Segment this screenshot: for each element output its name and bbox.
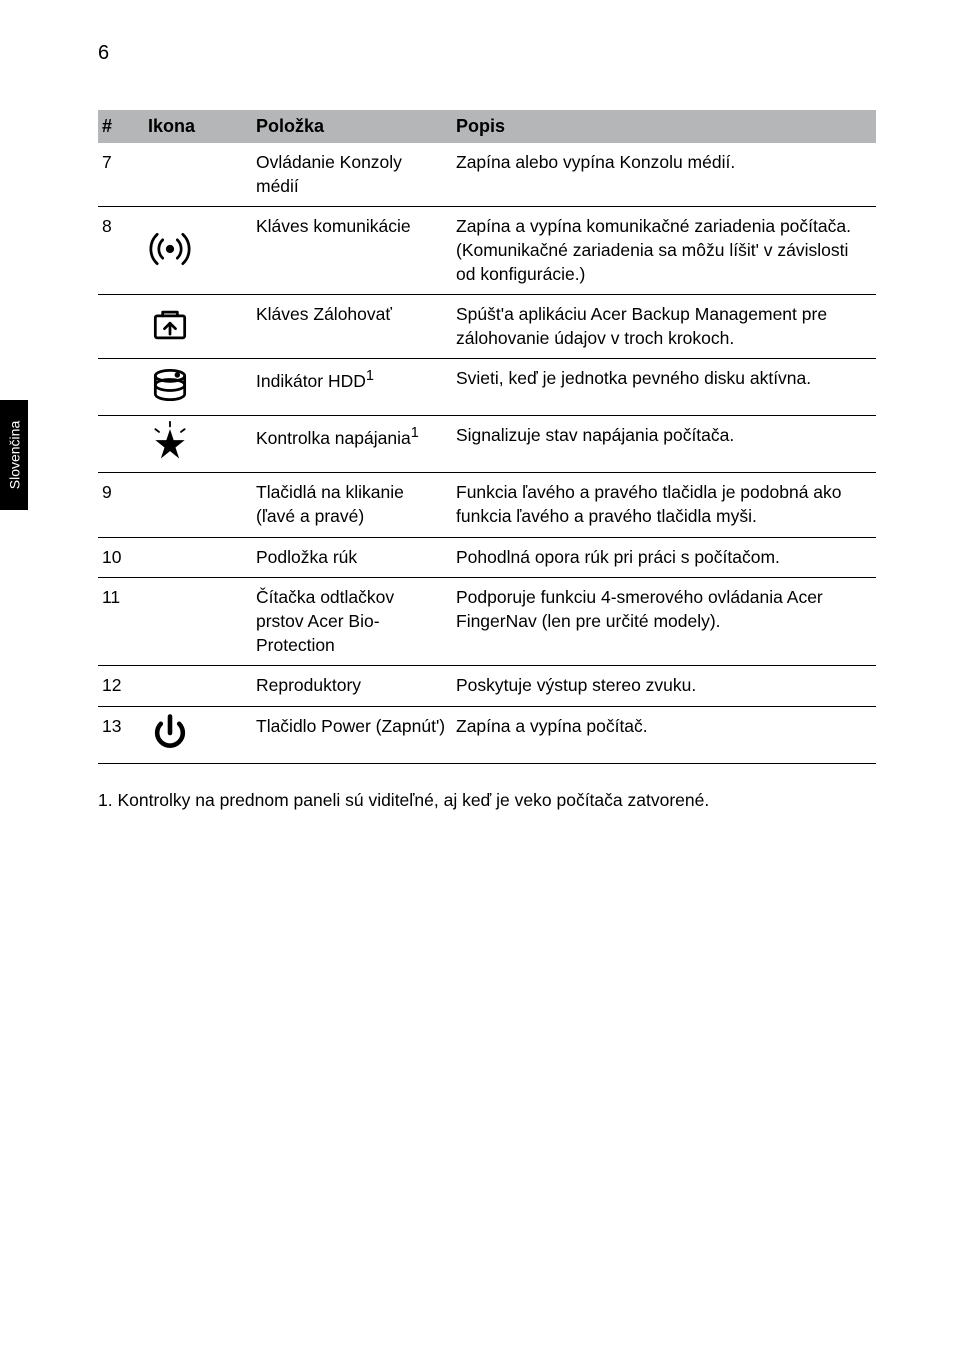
row-description: Zapína a vypína počítač. xyxy=(452,706,876,763)
row-item: Čítačka odtlačkov prstov Acer Bio-Protec… xyxy=(252,578,452,666)
row-item: Podložka rúk xyxy=(252,537,452,578)
row-icon-cell xyxy=(144,578,252,666)
language-side-tab-label: Slovenčina xyxy=(6,421,22,490)
table-row: 12 ReproduktoryPoskytuje výstup stereo zv… xyxy=(98,666,876,707)
row-number: 12 xyxy=(98,666,144,707)
table-header-row: # Ikona Položka Popis xyxy=(98,110,876,143)
row-description: Svieti, keď je jednotka pevného disku ak… xyxy=(452,359,876,416)
row-item: Kláves Zálohovať xyxy=(252,295,452,359)
row-item: Kontrolka napájania1 xyxy=(252,416,452,473)
row-item: Kláves komunikácie xyxy=(252,207,452,295)
feature-table: # Ikona Položka Popis 7 Ovládanie Konzoly… xyxy=(98,110,876,764)
row-icon-cell xyxy=(144,295,252,359)
row-icon-cell xyxy=(144,706,252,763)
row-description: Signalizuje stav napájania počítača. xyxy=(452,416,876,473)
hdd-indicator-icon xyxy=(148,363,246,407)
row-item: Tlačidlá na klikanie (ľavé a pravé) xyxy=(252,473,452,537)
table-row: Indikátor HDD1Svieti, keď je jednotka pe… xyxy=(98,359,876,416)
content-area: # Ikona Položka Popis 7 Ovládanie Konzoly… xyxy=(98,110,876,811)
row-description: Zapína alebo vypína Konzolu médií. xyxy=(452,143,876,207)
communication-icon xyxy=(148,227,246,271)
row-number xyxy=(98,416,144,473)
language-side-tab: Slovenčina xyxy=(0,400,28,510)
row-number xyxy=(98,295,144,359)
row-number: 8 xyxy=(98,207,144,295)
power-indicator-icon xyxy=(148,420,246,464)
row-icon-cell xyxy=(144,207,252,295)
row-icon-cell xyxy=(144,416,252,473)
row-item: Reproduktory xyxy=(252,666,452,707)
backup-icon xyxy=(148,303,246,347)
row-description: Funkcia ľavého a pravého tlačidla je pod… xyxy=(452,473,876,537)
table-bottom-border xyxy=(98,763,876,764)
row-description: Spúšt'a aplikáciu Acer Backup Management… xyxy=(452,295,876,359)
header-icon: Ikona xyxy=(144,110,252,143)
row-item: Tlačidlo Power (Zapnút') xyxy=(252,706,452,763)
row-item: Ovládanie Konzoly médií xyxy=(252,143,452,207)
header-item: Položka xyxy=(252,110,452,143)
row-number xyxy=(98,359,144,416)
row-number: 10 xyxy=(98,537,144,578)
row-description: Pohodlná opora rúk pri práci s počítačom… xyxy=(452,537,876,578)
row-description: Poskytuje výstup stereo zvuku. xyxy=(452,666,876,707)
table-row: Kontrolka napájania1Signalizuje stav nap… xyxy=(98,416,876,473)
table-row: 7 Ovládanie Konzoly médiíZapína alebo vyp… xyxy=(98,143,876,207)
table-row: Kláves ZálohovaťSpúšt'a aplikáciu Acer B… xyxy=(98,295,876,359)
row-description: Zapína a vypína komunikačné zariadenia p… xyxy=(452,207,876,295)
table-row: 10 Podložka rúkPohodlná opora rúk pri prá… xyxy=(98,537,876,578)
row-item: Indikátor HDD1 xyxy=(252,359,452,416)
table-row: 11 Čítačka odtlačkov prstov Acer Bio-Prot… xyxy=(98,578,876,666)
table-row: 9 Tlačidlá na klikanie (ľavé a pravé)Funk… xyxy=(98,473,876,537)
row-icon-cell xyxy=(144,143,252,207)
row-icon-cell xyxy=(144,473,252,537)
power-button-icon xyxy=(148,711,246,755)
table-row: 13 Tlačidlo Power (Zapnút')Zapína a vypín… xyxy=(98,706,876,763)
row-number: 13 xyxy=(98,706,144,763)
table-row: 8 Kláves komunikácieZapína a vypína komun… xyxy=(98,207,876,295)
row-number: 9 xyxy=(98,473,144,537)
row-number: 11 xyxy=(98,578,144,666)
page-number: 6 xyxy=(98,42,109,65)
row-description: Podporuje funkciu 4-smerového ovládania … xyxy=(452,578,876,666)
row-icon-cell xyxy=(144,537,252,578)
row-icon-cell xyxy=(144,666,252,707)
header-num: # xyxy=(98,110,144,143)
row-number: 7 xyxy=(98,143,144,207)
row-icon-cell xyxy=(144,359,252,416)
header-desc: Popis xyxy=(452,110,876,143)
footnote: 1. Kontrolky na prednom paneli sú vidite… xyxy=(98,790,876,811)
